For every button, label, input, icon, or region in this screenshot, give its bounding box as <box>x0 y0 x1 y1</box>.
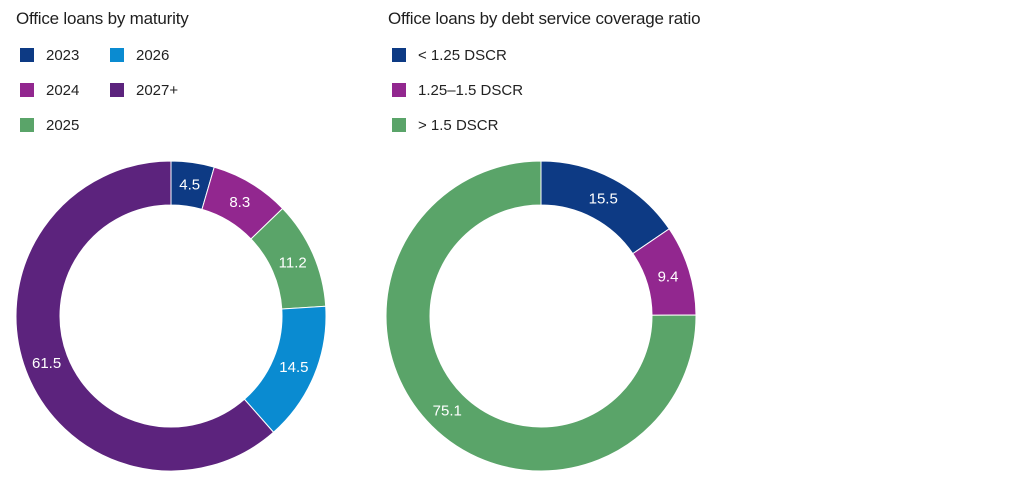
legend-label: > 1.5 DSCR <box>418 116 499 134</box>
slice-value-label: 61.5 <box>32 355 61 372</box>
legend-swatch <box>392 83 406 97</box>
chart-title: Office loans by maturity <box>16 9 189 28</box>
slice-value-label: 14.5 <box>279 359 308 376</box>
legend-label: 2023 <box>46 46 80 64</box>
slice-value-label: 11.2 <box>279 254 307 271</box>
legend-item-2024: 2024 <box>20 80 79 100</box>
legend-item-2026: 2026 <box>110 45 169 65</box>
chart-maturity: Office loans by maturity 2023 2024 2025 … <box>0 0 370 478</box>
legend-label: 2024 <box>46 81 80 99</box>
legend-swatch <box>110 83 124 97</box>
legend-item-2027-plus: 2027+ <box>110 80 178 100</box>
legend-item-dscr-mid: 1.25–1.5 DSCR <box>392 80 523 100</box>
legend-swatch <box>20 48 34 62</box>
legend-label: < 1.25 DSCR <box>418 46 507 64</box>
legend-item-2025: 2025 <box>20 115 79 135</box>
slice-value-label: 75.1 <box>433 402 462 419</box>
legend-swatch <box>20 83 34 97</box>
legend-item-2023: 2023 <box>20 45 79 65</box>
legend-swatch <box>392 118 406 132</box>
donut-chart-dscr: 15.5 9.4 75.1 <box>385 160 697 472</box>
legend-label: 1.25–1.5 DSCR <box>418 81 524 99</box>
slice-value-label: 4.5 <box>179 176 200 193</box>
legend-label: 2025 <box>46 116 80 134</box>
chart-dscr: Office loans by debt service coverage ra… <box>384 0 754 478</box>
legend-swatch <box>392 48 406 62</box>
slice-value-label: 8.3 <box>229 194 250 211</box>
legend-item-dscr-low: < 1.25 DSCR <box>392 45 507 65</box>
slice-value-label: 9.4 <box>658 268 679 285</box>
legend-swatch <box>20 118 34 132</box>
slice-value-label: 15.5 <box>589 190 618 207</box>
chart-title: Office loans by debt service coverage ra… <box>388 9 701 28</box>
donut-chart-maturity: 4.5 8.3 11.2 14.5 61.5 <box>15 160 327 472</box>
legend-label: 2027+ <box>136 81 179 99</box>
legend-item-dscr-high: > 1.5 DSCR <box>392 115 498 135</box>
donut-slice-2027- <box>15 160 275 472</box>
donut-slice--1-5-dscr <box>385 160 697 472</box>
legend-swatch <box>110 48 124 62</box>
legend-label: 2026 <box>136 46 170 64</box>
